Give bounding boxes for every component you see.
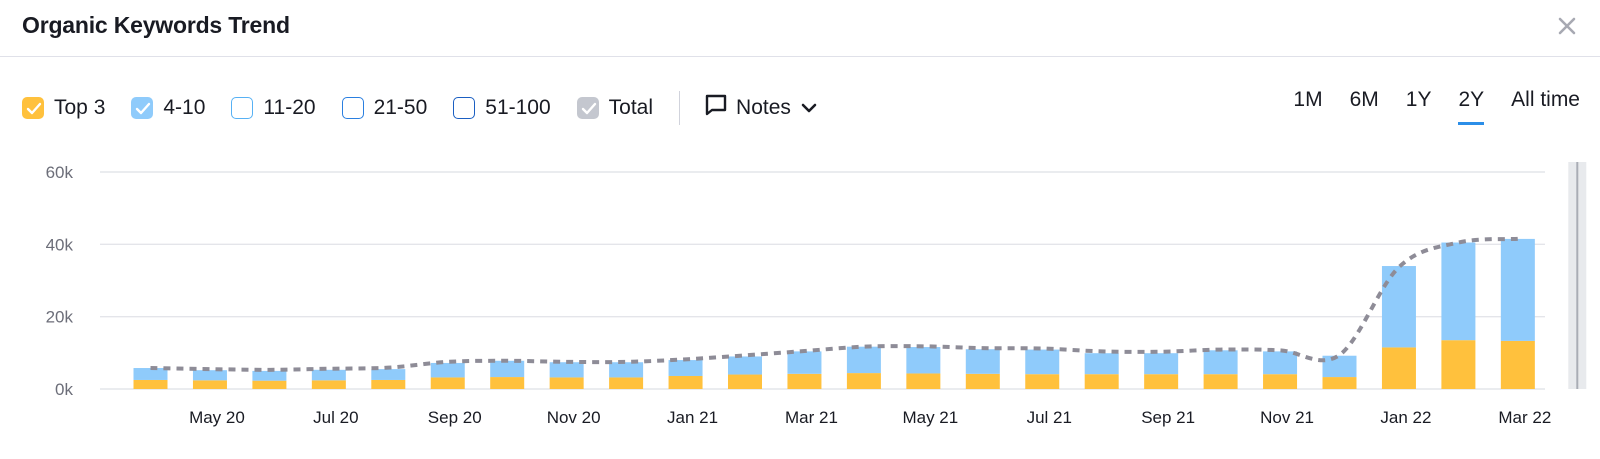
- notes-dropdown[interactable]: Notes: [704, 93, 817, 123]
- bar-top3[interactable]: [1025, 374, 1060, 389]
- legend-label: Total: [608, 96, 654, 119]
- bar-4-10[interactable]: [1025, 349, 1060, 375]
- legend: Top 3 4-10 11-20 21-50 51-100 Total Note…: [22, 90, 817, 126]
- x-tick-label: May 21: [902, 408, 958, 427]
- tab-1y[interactable]: 1Y: [1405, 88, 1432, 111]
- bar-top3[interactable]: [1144, 374, 1179, 389]
- y-tick-label: 60k: [46, 163, 74, 182]
- bar-4-10[interactable]: [549, 362, 584, 378]
- comment-icon: [704, 93, 728, 123]
- x-tick-label: Jan 21: [667, 408, 718, 427]
- period-tabs: 1M 6M 1Y 2Y All time: [1266, 88, 1580, 125]
- checkbox-21-50[interactable]: [341, 97, 364, 119]
- bar-4-10[interactable]: [668, 360, 703, 376]
- bar-top3[interactable]: [906, 373, 941, 389]
- bar-4-10[interactable]: [1263, 351, 1298, 375]
- legend-21-50[interactable]: 21-50: [341, 96, 428, 120]
- bar-top3[interactable]: [252, 380, 287, 389]
- dialog-header: Organic Keywords Trend: [0, 0, 1600, 57]
- bar-4-10[interactable]: [787, 351, 822, 374]
- bar-top3[interactable]: [371, 379, 406, 389]
- x-tick-label: Jul 21: [1027, 408, 1072, 427]
- bar-4-10[interactable]: [252, 370, 287, 381]
- legend-label: 11-20: [263, 96, 316, 119]
- bar-top3[interactable]: [1441, 340, 1476, 389]
- legend-label: 4-10: [163, 96, 206, 119]
- bar-top3[interactable]: [430, 377, 465, 389]
- bar-4-10[interactable]: [1381, 266, 1416, 348]
- bar-top3[interactable]: [1500, 340, 1535, 389]
- checkbox-4-10[interactable]: [131, 97, 154, 119]
- bar-top3[interactable]: [133, 379, 168, 389]
- checkbox-11-20[interactable]: [231, 97, 254, 119]
- bar-top3[interactable]: [965, 373, 1000, 389]
- bar-top3[interactable]: [846, 373, 881, 389]
- x-tick-label: Mar 22: [1498, 408, 1551, 427]
- bar-4-10[interactable]: [133, 368, 168, 380]
- tab-2y[interactable]: 2Y: [1458, 88, 1485, 125]
- legend-label: 51-100: [485, 96, 551, 119]
- bar-4-10[interactable]: [728, 356, 762, 375]
- x-tick-label: Mar 21: [785, 408, 838, 427]
- legend-total[interactable]: Total: [576, 96, 654, 120]
- bar-4-10[interactable]: [1322, 355, 1357, 378]
- bar-top3[interactable]: [668, 375, 703, 389]
- bar-4-10[interactable]: [1084, 353, 1119, 375]
- x-tick-label: Nov 21: [1260, 408, 1314, 427]
- notes-label: Notes: [736, 96, 791, 119]
- legend-label: Top 3: [54, 96, 106, 119]
- bar-top3[interactable]: [1263, 374, 1298, 389]
- legend-51-100[interactable]: 51-100: [453, 96, 551, 120]
- bar-4-10[interactable]: [311, 369, 346, 381]
- bar-top3[interactable]: [609, 377, 644, 389]
- divider: [679, 91, 681, 125]
- keywords-chart[interactable]: 0k 20k 40k 60k May 20 Jul 20 Sep 20 Nov 20 Jan 2…: [0, 150, 1600, 450]
- x-tick-label: Sep 20: [428, 408, 482, 427]
- bar-top3[interactable]: [1381, 347, 1416, 389]
- bar-4-10[interactable]: [1144, 353, 1179, 375]
- x-tick-label: May 20: [189, 408, 245, 427]
- bar-4-10[interactable]: [430, 362, 465, 378]
- x-tick-label: Jul 20: [313, 408, 358, 427]
- checkbox-top3[interactable]: [22, 97, 44, 119]
- bar-top3[interactable]: [1203, 374, 1238, 389]
- bar-4-10[interactable]: [1441, 242, 1476, 341]
- bar-top3[interactable]: [311, 380, 346, 389]
- legend-4-10[interactable]: 4-10: [131, 96, 205, 120]
- bar-top3[interactable]: [192, 380, 227, 389]
- checkbox-51-100[interactable]: [453, 97, 476, 119]
- y-tick-label: 20k: [46, 308, 74, 327]
- chevron-down-icon: [801, 96, 817, 120]
- bar-4-10[interactable]: [1203, 350, 1238, 375]
- x-tick-label: Nov 20: [547, 408, 601, 427]
- bar-4-10[interactable]: [371, 369, 406, 380]
- y-tick-label: 40k: [46, 235, 74, 254]
- total-line: [150, 236, 1518, 372]
- bar-4-10[interactable]: [906, 347, 941, 374]
- bar-top3[interactable]: [1084, 374, 1119, 389]
- y-tick-label: 0k: [55, 380, 73, 399]
- bar-4-10[interactable]: [609, 362, 644, 378]
- legend-top3[interactable]: Top 3: [22, 96, 105, 120]
- tab-all-time[interactable]: All time: [1511, 88, 1580, 111]
- legend-label: 21-50: [373, 96, 428, 119]
- bar-top3[interactable]: [549, 377, 584, 389]
- legend-11-20[interactable]: 11-20: [231, 96, 316, 120]
- page-title: Organic Keywords Trend: [22, 12, 290, 38]
- bar-top3[interactable]: [728, 374, 762, 389]
- bar-top3[interactable]: [490, 377, 525, 389]
- bar-4-10[interactable]: [490, 360, 525, 378]
- bar-4-10[interactable]: [846, 346, 881, 374]
- checkbox-total[interactable]: [576, 97, 599, 119]
- bar-4-10[interactable]: [965, 349, 1000, 374]
- bar-4-10[interactable]: [192, 370, 227, 381]
- bar-top3[interactable]: [787, 373, 822, 389]
- x-tick-label: Sep 21: [1141, 408, 1195, 427]
- bar-top3[interactable]: [1322, 377, 1357, 389]
- tab-6m[interactable]: 6M: [1349, 88, 1379, 111]
- tab-1m[interactable]: 1M: [1293, 88, 1323, 111]
- close-icon[interactable]: [1555, 14, 1579, 38]
- x-tick-label: Jan 22: [1380, 408, 1431, 427]
- bar-4-10[interactable]: [1500, 238, 1535, 341]
